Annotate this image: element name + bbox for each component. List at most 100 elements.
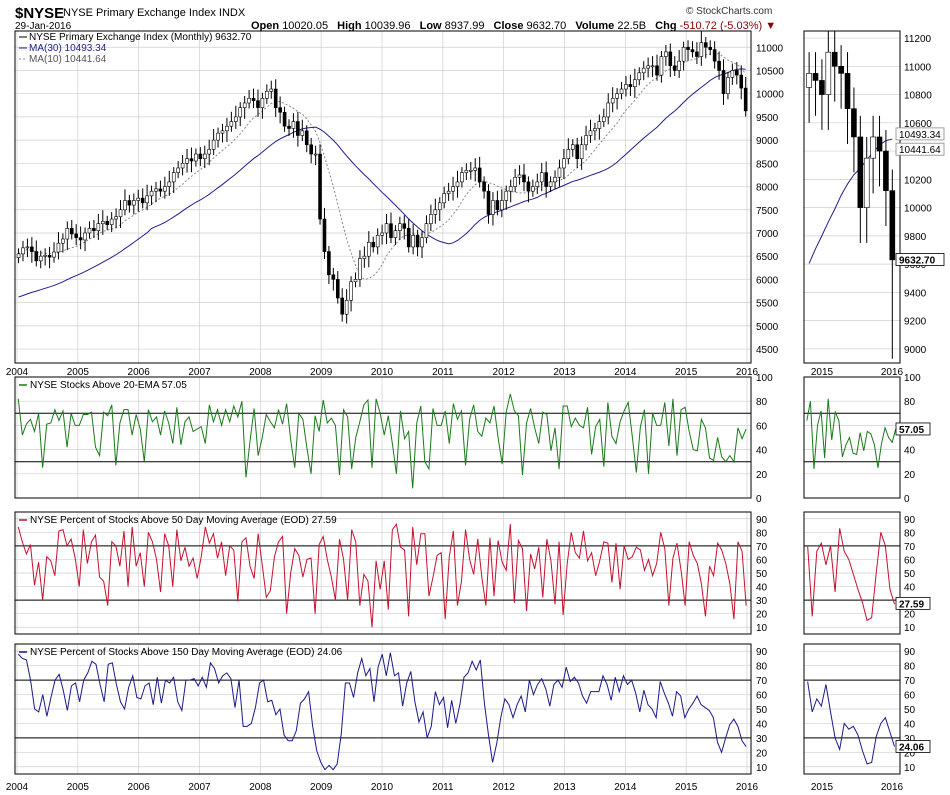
candle-body: [624, 84, 628, 90]
ma50-pct-zoom-y-tick-label: 40: [904, 583, 916, 594]
candle-body: [575, 144, 579, 159]
candle-body: [384, 223, 389, 234]
zoom-y-tick-label: 9400: [904, 288, 927, 299]
candle-body: [287, 125, 291, 129]
candle-body: [216, 132, 220, 141]
price-tag-label: 10493.34: [899, 130, 941, 141]
candle-body: [455, 181, 460, 187]
price-tag-box: [895, 142, 945, 156]
price-tag-label: 10441.64: [899, 145, 941, 156]
candle-body: [123, 200, 127, 211]
candle-body: [61, 238, 65, 244]
x-tick-label: 2007: [188, 782, 211, 793]
x-tick-label: 2006: [128, 782, 151, 793]
y-tick-label: 11000: [756, 43, 784, 54]
zoom-candle-body: [831, 51, 838, 67]
candle-body: [100, 221, 105, 224]
candle-body: [708, 46, 713, 50]
candle-body: [721, 70, 726, 94]
ma50-pct-zoom-y-tick-label: 70: [904, 542, 916, 553]
x-tick-label: 2006: [128, 367, 151, 378]
y-tick-label: 6500: [756, 252, 779, 263]
candle-body: [127, 200, 132, 206]
chg-label: Chg: [655, 20, 677, 32]
candle-body: [677, 60, 681, 71]
candle-body: [393, 230, 398, 238]
chg-value: -510.72 (-5.03%): [679, 20, 763, 32]
y-tick-label: 7500: [756, 206, 779, 217]
close-label: Close: [493, 20, 524, 32]
zoom-y-tick-label: 9000: [904, 345, 927, 356]
candle-body: [659, 56, 664, 76]
volume-label: Volume: [575, 20, 615, 32]
exchange-code: INDX: [218, 7, 246, 19]
candle-body: [30, 246, 34, 252]
candle-body: [699, 42, 704, 57]
candle-body: [495, 200, 500, 211]
ema20-value-tag-box: [895, 422, 931, 436]
candle-body: [105, 221, 110, 225]
candle-body: [47, 254, 52, 258]
candle-body: [163, 186, 167, 192]
zoom-y-tick-label: 10000: [904, 204, 932, 215]
candle-body: [664, 51, 668, 57]
zoom-x-tick-label: 2015: [811, 367, 834, 378]
volume-value: 22.5B: [617, 20, 647, 32]
ema20-zoom-y-tick-label: 40: [904, 446, 916, 457]
candle-body: [251, 98, 256, 101]
candle-body: [198, 153, 203, 159]
candle-body: [238, 107, 243, 118]
candle-body: [367, 241, 371, 257]
candle-body: [74, 233, 78, 238]
candle-body: [158, 188, 163, 192]
ma50-pct-zoom-panel-frame: [803, 511, 901, 635]
candle-body: [695, 51, 699, 57]
zoom-candle-body: [863, 157, 870, 208]
candle-body: [278, 107, 282, 113]
open-value: 10020.05: [282, 20, 329, 32]
price-panel-frame: [14, 30, 752, 364]
zoom-candle-body: [806, 73, 812, 88]
ema20-zoom-series-line: [806, 398, 897, 470]
ma150-pct-zoom-y-tick-label: 30: [904, 734, 916, 745]
ema20-legend: NYSE Stocks Above 20-EMA 57.05: [30, 380, 187, 391]
candle-body: [335, 279, 340, 299]
candle-body: [318, 153, 322, 220]
candle-body: [96, 223, 101, 231]
candle-body: [38, 255, 43, 262]
candle-body: [641, 67, 646, 74]
candle-body: [296, 121, 300, 136]
candle-body: [597, 121, 602, 129]
open-label: Open: [251, 20, 280, 32]
candle-body: [646, 65, 650, 69]
ma150-pct-zoom-y-tick-label: 70: [904, 676, 916, 687]
ma50-pct-zoom-y-tick-label: 20: [904, 610, 916, 621]
y-tick-label: 4500: [756, 345, 779, 356]
zoom-candle-body: [812, 73, 819, 81]
x-tick-label: 2010: [371, 367, 394, 378]
candle-body: [398, 223, 402, 231]
candle-body: [615, 93, 619, 99]
ma50-pct-y-tick-label: 30: [756, 596, 768, 607]
ma150-pct-series-line: [17, 652, 747, 771]
candle-body: [340, 297, 345, 315]
candle-body: [331, 274, 336, 280]
candle-body: [517, 174, 522, 178]
candle-body: [118, 209, 123, 218]
candle-body: [269, 88, 274, 92]
ema20-zoom-y-tick-label: 80: [904, 397, 916, 408]
candle-body: [468, 170, 473, 172]
ma50-pct-panel-frame: [14, 511, 752, 635]
y-tick-label: 8000: [756, 183, 779, 194]
x-tick-label: 2005: [67, 367, 90, 378]
zoom-candle-body: [844, 73, 851, 110]
candle-body: [273, 88, 278, 108]
ma50-pct-zoom-series-line: [807, 528, 895, 622]
candle-body: [87, 228, 92, 234]
ticker-symbol: $NYSE: [15, 5, 65, 22]
candle-body: [83, 232, 87, 241]
candle-body: [464, 170, 469, 173]
candle-body: [220, 130, 225, 134]
candle-body: [140, 197, 145, 204]
